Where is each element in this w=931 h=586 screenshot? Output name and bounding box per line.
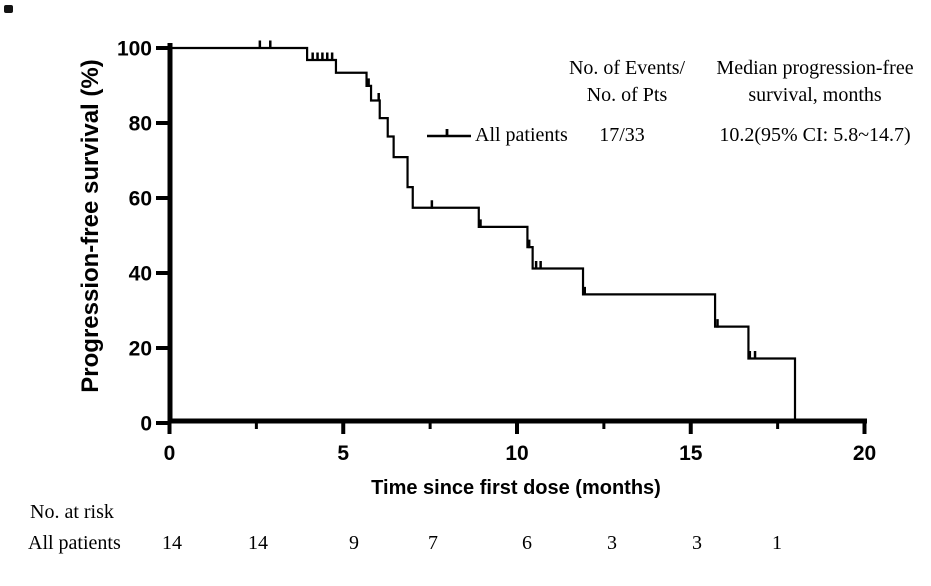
x-tick-label: 10 [505,442,528,465]
censor-line-icon [427,129,471,138]
risk-count: 3 [607,532,617,554]
risk-count: 3 [692,532,702,554]
x-tick-label: 0 [164,442,176,465]
y-tick-label: 40 [129,263,152,286]
events-column-header: No. of Events/ No. of Pts [542,55,712,109]
risk-count: 14 [162,532,182,554]
risk-count: 14 [248,532,268,554]
risk-count: 6 [522,532,532,554]
risk-row-label: All patients [28,532,121,554]
km-curve [169,46,797,423]
legend-label: All patients [475,124,568,146]
events-value: 17/33 [599,124,645,146]
risk-count: 9 [349,532,359,554]
y-tick-label: 80 [129,113,152,136]
y-tick-label: 0 [140,413,152,436]
y-tick-label: 100 [117,38,152,61]
x-tick-label: 20 [853,442,876,465]
risk-table-caption: No. at risk [30,501,114,523]
median-header-line2: survival, months [748,84,882,106]
median-header-line1: Median progression-free [716,57,914,79]
median-value: 10.2(95% CI: 5.8~14.7) [719,124,911,146]
stray-mark [4,5,13,13]
x-axis-title: Time since first dose (months) [371,477,661,499]
x-tick-label: 5 [337,442,349,465]
y-tick-label: 60 [129,188,152,211]
y-tick-label: 20 [129,338,152,361]
events-header-line1: No. of Events/ [568,57,686,79]
y-axis-title: Progression-free survival (%) [77,59,104,393]
x-tick-label: 15 [679,442,703,465]
events-header-line2: No. of Pts [586,84,668,106]
median-column-header: Median progression-free survival, months [700,55,930,109]
risk-count: 1 [772,532,782,554]
risk-count: 7 [428,532,438,554]
